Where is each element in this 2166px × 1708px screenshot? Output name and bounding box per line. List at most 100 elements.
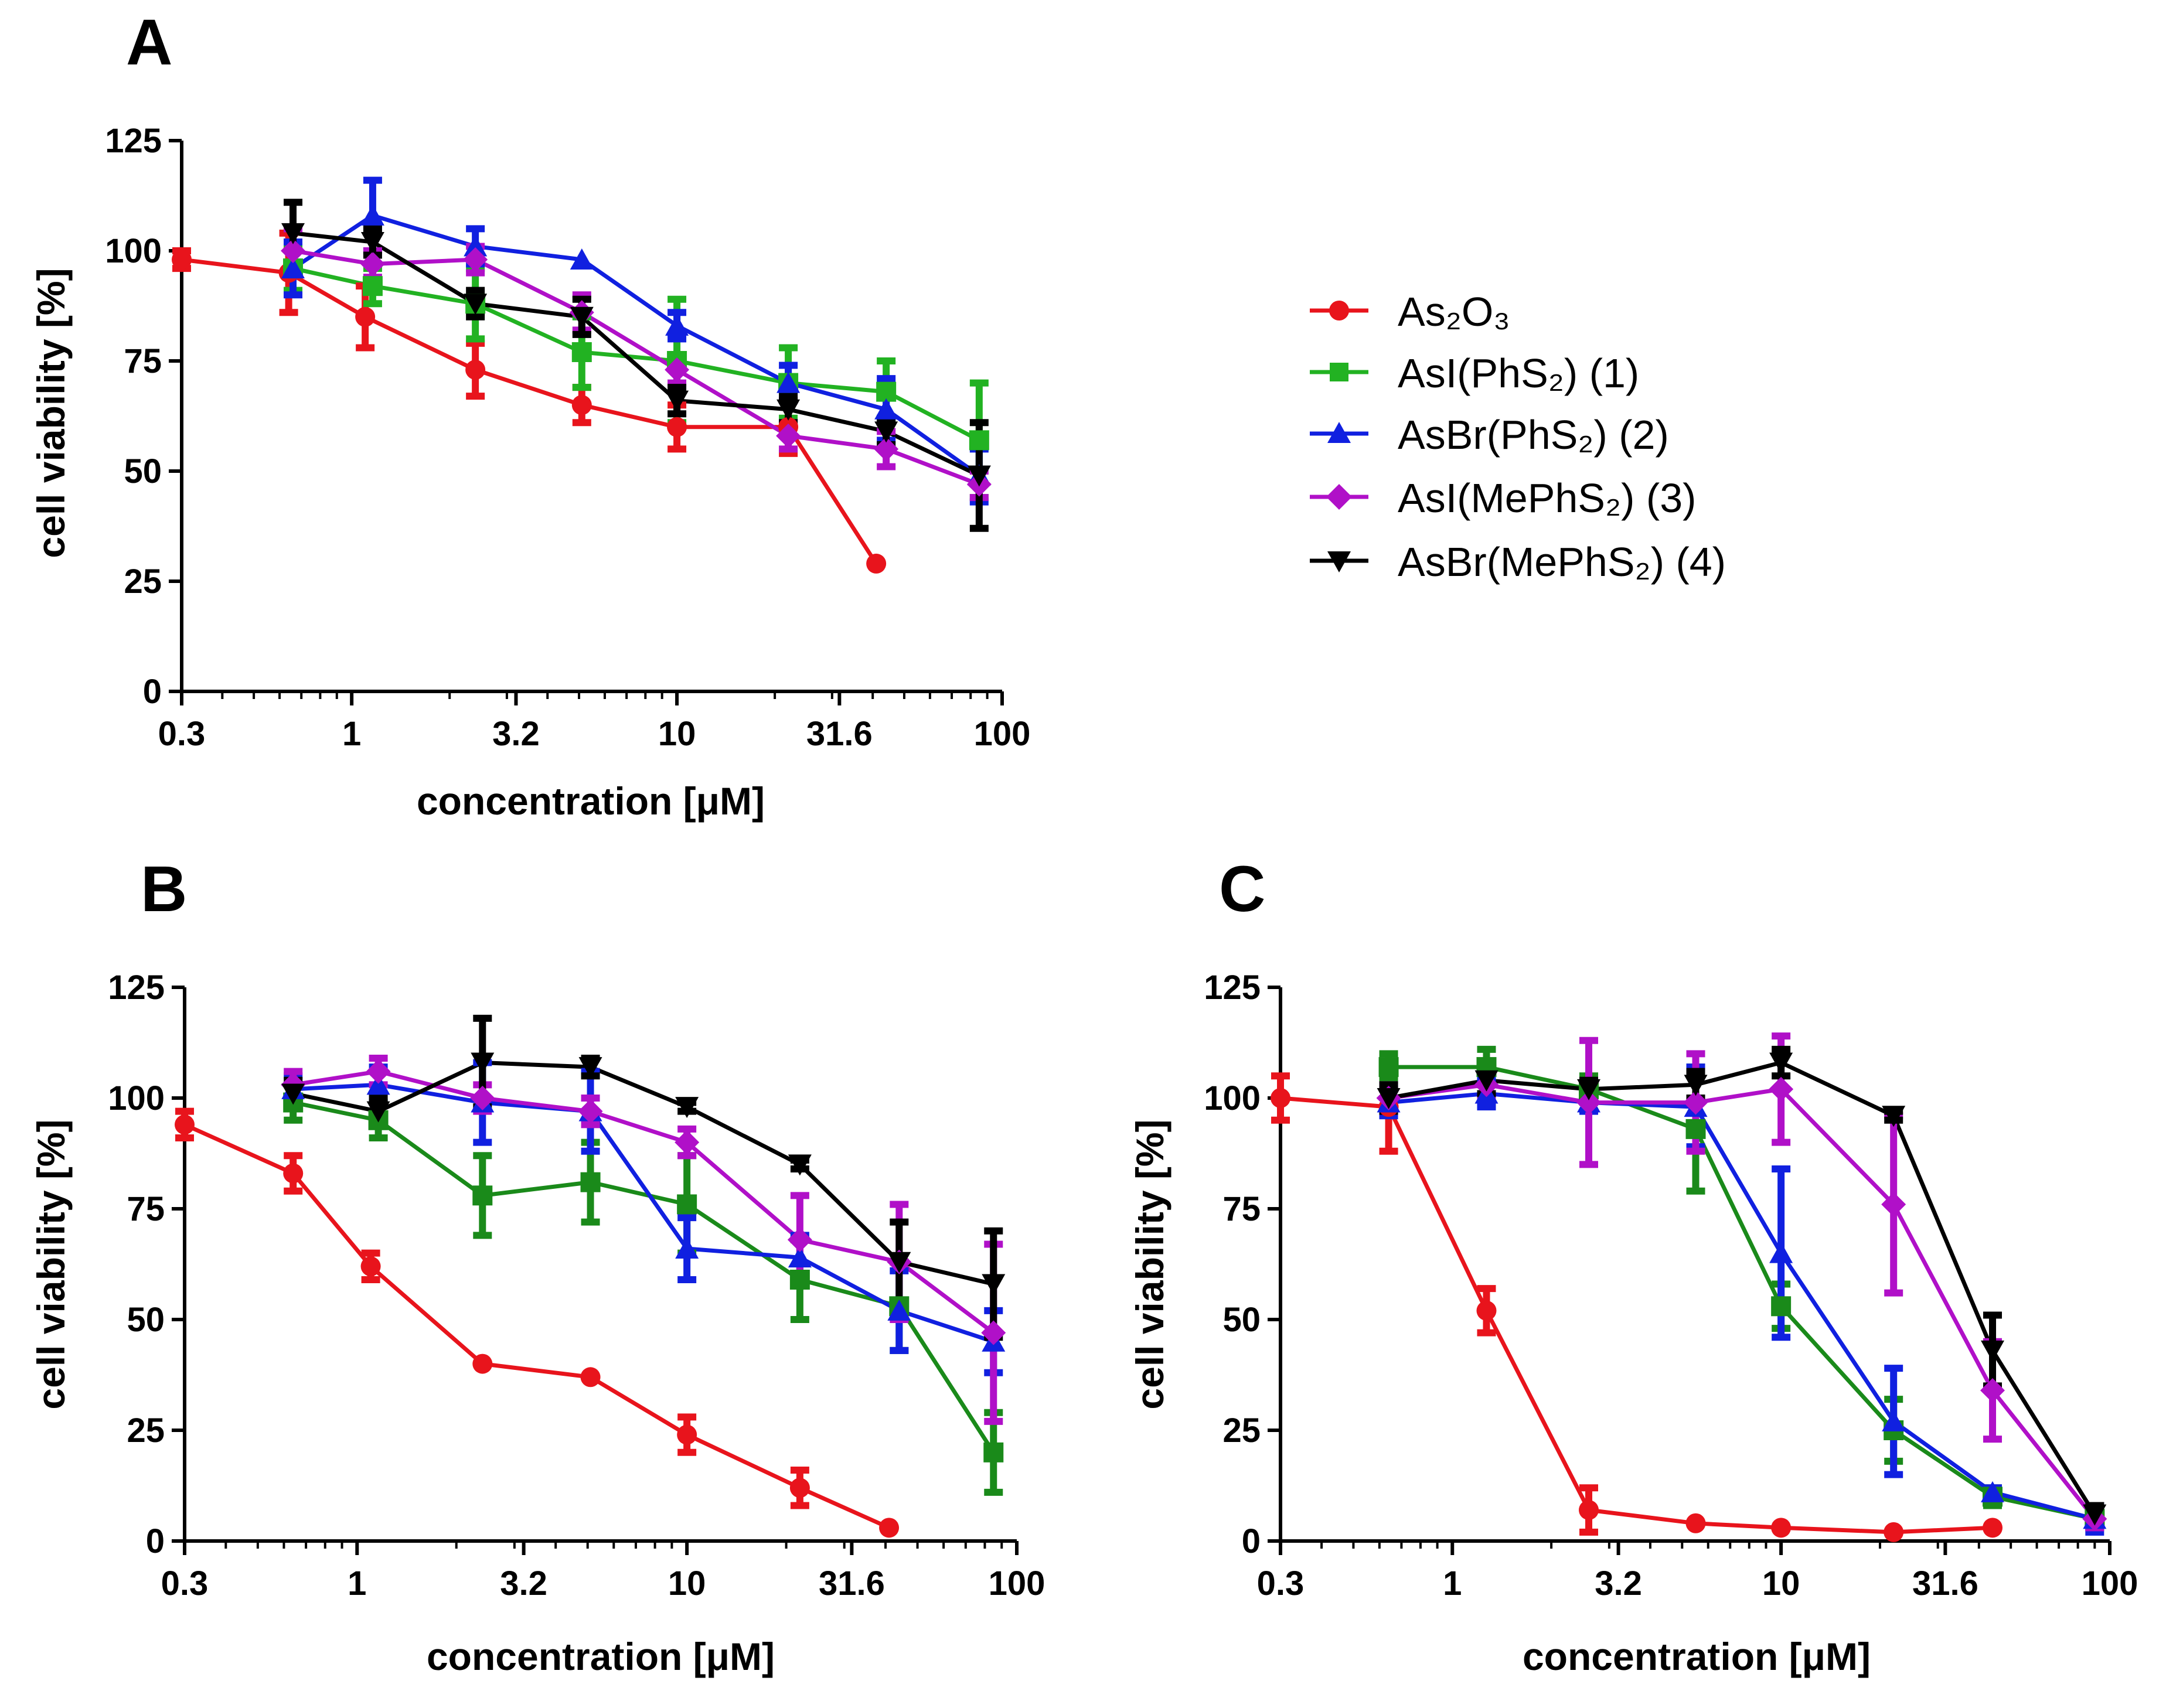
data-point-asi-mephs-3 bbox=[281, 238, 306, 263]
data-point-as-o bbox=[360, 1256, 381, 1277]
plot-area-c bbox=[1271, 1032, 2107, 1542]
data-point-as-o bbox=[472, 1354, 493, 1374]
legend-label-compound-2: AsBr(PhS₂) (2) bbox=[1398, 412, 1669, 458]
data-point-asi-mephs-3 bbox=[1683, 1090, 1708, 1115]
legend-marker-square-icon bbox=[1330, 363, 1348, 381]
data-point-asi-phs-1 bbox=[969, 430, 989, 451]
series-line-asbr-mephs-4 bbox=[292, 231, 980, 478]
data-point-as-o bbox=[1771, 1518, 1792, 1538]
panel-letter-b: B bbox=[141, 853, 187, 925]
data-point-asi-mephs-3 bbox=[776, 423, 801, 448]
y-tick-label: 75 bbox=[1222, 1190, 1261, 1228]
x-tick-label: 1 bbox=[1443, 1564, 1462, 1603]
data-point-asbr-phs-2 bbox=[1882, 1410, 1906, 1431]
series-line-asi-mephs-3 bbox=[292, 1069, 995, 1335]
legend-label-compound-1: AsI(PhS₂) (1) bbox=[1398, 350, 1639, 396]
x-tick-label: 10 bbox=[658, 715, 696, 753]
data-point-as-o bbox=[1685, 1513, 1706, 1533]
data-point-asbr-phs-2 bbox=[281, 257, 305, 279]
data-point-asi-phs-1 bbox=[789, 1269, 810, 1290]
data-point-asbr-mephs-4 bbox=[967, 465, 991, 487]
data-point-asbr-mephs-4 bbox=[471, 1052, 495, 1074]
legend-item-compound-2: AsBr(PhS₂) (2) bbox=[1310, 412, 1669, 458]
data-point-asi-phs-1 bbox=[1378, 1057, 1399, 1078]
data-point-asi-mephs-3 bbox=[1576, 1090, 1602, 1115]
data-point-as-o bbox=[172, 250, 192, 270]
series-line-asbr-mephs-4 bbox=[292, 1060, 995, 1286]
y-tick-label: 50 bbox=[1222, 1301, 1261, 1339]
data-point-asi-mephs-3 bbox=[1881, 1192, 1906, 1217]
data-point-asbr-mephs-4 bbox=[360, 231, 384, 253]
y-tick-label: 0 bbox=[146, 1522, 165, 1560]
data-point-asi-mephs-3 bbox=[463, 247, 488, 272]
series-line-asi-phs-1 bbox=[292, 1100, 996, 1454]
data-point-asbr-phs-2 bbox=[887, 1299, 911, 1321]
data-point-asbr-phs-2 bbox=[788, 1246, 812, 1268]
data-point-asi-phs-1 bbox=[472, 1185, 493, 1206]
legend-item-compound-4: AsBr(MePhS₂) (4) bbox=[1310, 539, 1726, 585]
chart-panel-c: 0 25 50 75 100 125 0.3 1 3.2 10 31.6 100 concentrat… bbox=[1128, 969, 2138, 1678]
x-tick-label: 10 bbox=[668, 1564, 706, 1603]
data-point-asbr-phs-2 bbox=[874, 398, 898, 420]
data-point-asbr-mephs-4 bbox=[887, 1252, 911, 1273]
data-point-asbr-mephs-4 bbox=[1882, 1106, 1906, 1127]
data-point-asbr-phs-2 bbox=[360, 204, 384, 226]
data-point-asi-mephs-3 bbox=[360, 251, 385, 277]
axes-a: 0 25 50 75 100 125 0.3 1 3.2 10 31.6 100 bbox=[105, 122, 1030, 753]
data-point-asi-phs-1 bbox=[571, 342, 592, 362]
y-tick-label: 100 bbox=[1204, 1079, 1261, 1117]
series-line-asi-mephs-3 bbox=[1388, 1082, 2097, 1521]
data-point-asbr-phs-2 bbox=[675, 1237, 699, 1259]
data-point-asbr-phs-2 bbox=[464, 235, 488, 257]
panel-letter-c: C bbox=[1219, 853, 1265, 925]
data-point-asbr-mephs-4 bbox=[788, 1154, 812, 1176]
y-tick-label: 0 bbox=[143, 673, 162, 711]
data-point-as-o bbox=[1476, 1300, 1497, 1321]
x-tick-label: 1 bbox=[348, 1564, 366, 1603]
data-point-as-o bbox=[175, 1114, 195, 1135]
legend-marker-triangle-down-icon bbox=[1327, 551, 1351, 572]
legend: As₂O₃ AsI(PhS₂) (1) AsBr(PhS₂) (2) AsI(M… bbox=[1310, 289, 1726, 585]
data-point-asbr-mephs-4 bbox=[1474, 1070, 1499, 1092]
x-tick-label: 100 bbox=[974, 715, 1031, 753]
data-point-asbr-phs-2 bbox=[665, 314, 689, 336]
plot-area-a bbox=[172, 176, 992, 574]
data-point-as-o bbox=[355, 306, 376, 327]
y-tick-label: 25 bbox=[127, 1412, 165, 1450]
series-line-asi-phs-1 bbox=[292, 266, 980, 442]
data-point-asi-phs-1 bbox=[580, 1172, 601, 1192]
series-line-asi-phs-1 bbox=[1388, 1065, 2096, 1521]
data-point-as-o bbox=[283, 1163, 304, 1184]
data-point-asbr-mephs-4 bbox=[1769, 1052, 1793, 1074]
data-point-asbr-mephs-4 bbox=[874, 421, 898, 443]
data-point-asi-mephs-3 bbox=[981, 1320, 1006, 1345]
x-tick-label: 1 bbox=[342, 715, 361, 753]
data-point-as-o bbox=[1884, 1522, 1904, 1542]
data-point-as-o bbox=[879, 1518, 900, 1538]
data-point-asi-mephs-3 bbox=[578, 1099, 603, 1124]
series-line-asbr-phs-2 bbox=[292, 213, 980, 478]
y-tick-label: 125 bbox=[1204, 969, 1261, 1007]
data-point-asi-phs-1 bbox=[362, 276, 383, 296]
x-tick-label: 0.3 bbox=[158, 715, 206, 753]
x-tick-label: 31.6 bbox=[819, 1564, 885, 1603]
data-point-asbr-mephs-4 bbox=[570, 306, 594, 328]
data-point-asi-mephs-3 bbox=[665, 357, 690, 383]
data-point-asbr-mephs-4 bbox=[1377, 1088, 1401, 1109]
y-axis-title-c: cell viability [%] bbox=[1128, 1119, 1171, 1409]
legend-marker-circle-icon bbox=[1329, 301, 1349, 321]
data-point-asbr-mephs-4 bbox=[1981, 1340, 2005, 1362]
data-point-asbr-phs-2 bbox=[1981, 1481, 2005, 1502]
y-tick-label: 125 bbox=[105, 122, 162, 160]
data-point-as-o bbox=[677, 1424, 697, 1445]
data-point-asi-mephs-3 bbox=[1769, 1076, 1794, 1102]
data-point-asbr-mephs-4 bbox=[982, 1274, 1006, 1296]
x-tick-label: 3.2 bbox=[492, 715, 540, 753]
y-tick-label: 50 bbox=[124, 452, 162, 490]
y-axis-title-a: cell viability [%] bbox=[29, 268, 73, 558]
data-point-asbr-mephs-4 bbox=[777, 399, 801, 421]
x-axis-title-c: concentration [μM] bbox=[1523, 1635, 1871, 1678]
x-tick-label: 3.2 bbox=[500, 1564, 547, 1603]
series-line-asi-mephs-3 bbox=[292, 248, 980, 486]
